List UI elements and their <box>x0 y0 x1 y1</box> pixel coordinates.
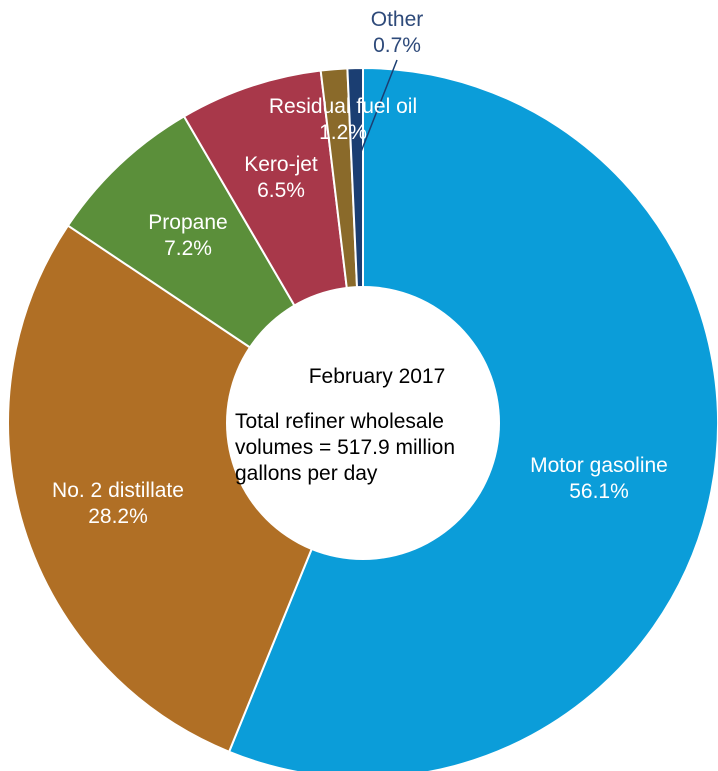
donut-hole <box>226 286 500 560</box>
center-date: February 2017 <box>309 365 446 388</box>
label-propane-name: Propane <box>148 211 227 234</box>
label-residual-fuel-oil-value: 1.2% <box>319 121 367 144</box>
other-leader-line <box>356 59 398 163</box>
label-other-name: Other <box>371 8 424 31</box>
label-kero-jet-name: Kero-jet <box>244 153 318 176</box>
label-distillate-value: 28.2% <box>88 505 148 528</box>
label-kero-jet-value: 6.5% <box>257 179 305 202</box>
label-motor-gasoline-name: Motor gasoline <box>530 454 668 477</box>
center-text-block: February 2017 Total refiner wholesale vo… <box>235 365 455 485</box>
center-total-line-3: gallons per day <box>235 462 378 485</box>
label-residual-fuel-oil-name: Residual fuel oil <box>269 95 417 118</box>
label-distillate-name: No. 2 distillate <box>52 479 184 502</box>
slice-labels: Motor gasoline 56.1% No. 2 distillate 28… <box>52 8 668 528</box>
slice-no-2-distillate <box>7 224 365 754</box>
label-propane-value: 7.2% <box>164 237 212 260</box>
label-motor-gasoline-value: 56.1% <box>569 480 629 503</box>
label-other-value: 0.7% <box>373 34 421 57</box>
center-total-line-2: volumes = 517.9 million <box>235 436 455 459</box>
center-total-line-1: Total refiner wholesale <box>235 410 444 433</box>
